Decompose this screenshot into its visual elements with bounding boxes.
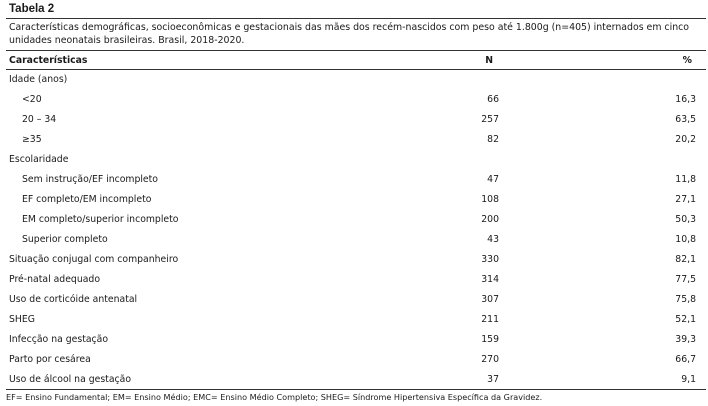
row-n-value: 270 bbox=[481, 353, 499, 365]
table-row: Situação conjugal com companheiro 330 82,1 bbox=[6, 249, 706, 269]
data-table: Características N % Idade (anos) <20 66 16,… bbox=[6, 51, 706, 391]
row-label: 20 – 34 bbox=[22, 114, 57, 126]
row-percent-value: 75,8 bbox=[675, 293, 696, 305]
row-n-value: 307 bbox=[481, 293, 499, 305]
row-label: EM completo/superior incompleto bbox=[22, 214, 179, 226]
row-n-value: 43 bbox=[487, 233, 499, 245]
row-label: SHEG bbox=[9, 313, 35, 325]
row-label: EF completo/EM incompleto bbox=[22, 194, 152, 206]
row-n-value: 257 bbox=[481, 114, 499, 126]
row-label: Uso de corticóide antenatal bbox=[9, 293, 138, 305]
row-percent-value bbox=[584, 150, 706, 170]
row-n-value bbox=[436, 70, 584, 90]
row-n-value: 37 bbox=[436, 369, 584, 391]
row-label: Idade (anos) bbox=[9, 74, 68, 86]
table-row: Pré-natal adequado 314 77,5 bbox=[6, 269, 706, 289]
row-percent-value: 20,2 bbox=[675, 134, 696, 146]
row-n-value: 66 bbox=[487, 94, 499, 106]
row-n-value: 108 bbox=[481, 194, 499, 206]
row-label: <20 bbox=[22, 94, 42, 106]
table-row: Uso de corticóide antenatal 307 75,8 bbox=[6, 289, 706, 309]
row-percent-value: 77,5 bbox=[675, 273, 696, 285]
header-characteristics: Características bbox=[6, 51, 436, 70]
table-row: 20 – 34 257 63,5 bbox=[6, 110, 706, 130]
row-percent-value: 63,5 bbox=[675, 114, 696, 126]
row-percent-value bbox=[584, 70, 706, 90]
row-n-value bbox=[436, 150, 584, 170]
row-n-value: 330 bbox=[481, 253, 499, 265]
table-label: Tabela 2 bbox=[9, 3, 55, 15]
table-body: Idade (anos) <20 66 16,3 20 – 34 257 63,5 ≥35 82… bbox=[6, 70, 706, 391]
table-caption: Características demográficas, socioeconô… bbox=[9, 22, 690, 46]
table-footnote: EF= Ensino Fundamental; EM= Ensino Médio… bbox=[6, 392, 543, 402]
header-rule bbox=[6, 50, 706, 51]
row-label: ≥35 bbox=[22, 134, 42, 146]
row-percent-value: 16,3 bbox=[675, 94, 696, 106]
row-label: Uso de álcool na gestação bbox=[6, 369, 436, 391]
row-label: Superior completo bbox=[22, 233, 108, 245]
table-row: Uso de álcool na gestação 37 9,1 bbox=[6, 369, 706, 391]
row-percent-value: 39,3 bbox=[675, 333, 696, 345]
row-percent-value: 11,8 bbox=[675, 174, 696, 186]
table-row: Infecção na gestação 159 39,3 bbox=[6, 329, 706, 349]
row-n-value: 82 bbox=[487, 134, 499, 146]
table-row: Parto por cesárea 270 66,7 bbox=[6, 349, 706, 369]
row-n-value: 211 bbox=[481, 313, 499, 325]
header-n: N bbox=[436, 51, 584, 70]
row-percent-value: 9,1 bbox=[584, 369, 706, 391]
row-label: Parto por cesárea bbox=[9, 353, 91, 365]
table-row: SHEG 211 52,1 bbox=[6, 309, 706, 329]
row-percent-value: 52,1 bbox=[675, 313, 696, 325]
row-percent-value: 50,3 bbox=[675, 214, 696, 226]
table-row: EM completo/superior incompleto 200 50,3 bbox=[6, 210, 706, 230]
row-label: Pré-natal adequado bbox=[9, 273, 101, 285]
header-percent: % bbox=[584, 51, 706, 70]
row-percent-value: 66,7 bbox=[675, 353, 696, 365]
row-n-value: 47 bbox=[487, 174, 499, 186]
row-n-value: 314 bbox=[481, 273, 499, 285]
row-percent-value: 27,1 bbox=[675, 194, 696, 206]
row-percent-value: 10,8 bbox=[675, 233, 696, 245]
table-row: Sem instrução/EF incompleto 47 11,8 bbox=[6, 170, 706, 190]
table-row: EF completo/EM incompleto 108 27,1 bbox=[6, 190, 706, 210]
top-rule bbox=[6, 18, 706, 19]
table-row: ≥35 82 20,2 bbox=[6, 130, 706, 150]
table-row: <20 66 16,3 bbox=[6, 90, 706, 110]
table-container: Tabela 2 Características demográficas, s… bbox=[6, 2, 706, 403]
table-row: Superior completo 43 10,8 bbox=[6, 230, 706, 250]
row-n-value: 200 bbox=[481, 214, 499, 226]
table-row: Idade (anos) bbox=[6, 70, 706, 90]
row-n-value: 159 bbox=[481, 333, 499, 345]
header-row: Características N % bbox=[6, 51, 706, 70]
table-row: Escolaridade bbox=[6, 150, 706, 170]
row-label: Sem instrução/EF incompleto bbox=[22, 174, 158, 186]
row-label: Infecção na gestação bbox=[9, 333, 109, 345]
row-label: Escolaridade bbox=[9, 154, 69, 166]
row-percent-value: 82,1 bbox=[675, 253, 696, 265]
row-label: Situação conjugal com companheiro bbox=[9, 253, 179, 265]
